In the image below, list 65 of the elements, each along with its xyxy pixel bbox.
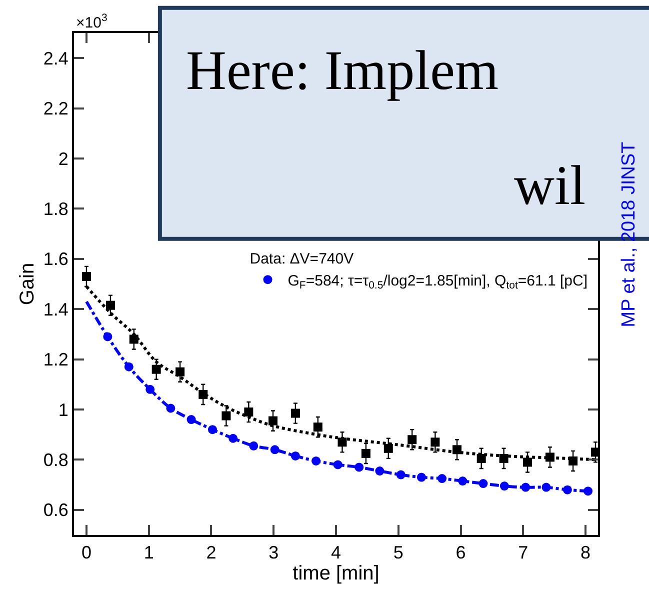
point	[208, 425, 217, 434]
x-tick-label: 4	[330, 542, 342, 563]
y-tick-label: 2.2	[43, 98, 68, 119]
x-tick-label: 3	[268, 542, 279, 563]
point	[478, 479, 488, 488]
point	[312, 456, 321, 466]
y-tick-label: 1.6	[43, 249, 68, 270]
y-tick-label: 1.8	[43, 199, 68, 219]
point	[152, 364, 161, 374]
text: MP et al., 2018 JINST	[618, 141, 640, 328]
text: ×10$^{3}$	[76, 12, 108, 32]
point	[106, 300, 115, 310]
y-tick-label: 1	[58, 400, 68, 420]
y-tick-label: 0.6	[43, 500, 68, 520]
point	[375, 466, 384, 476]
y-tick-label: 0.8	[43, 450, 68, 470]
point	[354, 462, 364, 472]
point	[166, 404, 176, 413]
point	[521, 482, 530, 492]
point	[244, 408, 254, 417]
annotation: wil	[514, 155, 586, 217]
point	[333, 460, 342, 470]
point	[584, 486, 593, 496]
x-tick-label: 6	[456, 542, 466, 563]
y-tick-label: 1.4	[43, 299, 68, 320]
point	[270, 445, 280, 454]
point	[523, 458, 532, 467]
point	[268, 416, 278, 426]
x-tick-label: 2	[206, 542, 216, 563]
point	[416, 472, 426, 482]
y-tick-label: 2	[58, 148, 68, 169]
legend-label: G$_{F}$=584; τ=τ$_{0.5}$/log2=1.85[min], Q$_{tot}$=61.1 [pC]	[288, 272, 588, 292]
x-tick-label: 7	[518, 542, 528, 563]
point	[222, 411, 231, 420]
x-tick-label: 8	[580, 542, 591, 563]
point	[396, 470, 406, 480]
legend-title: Data: ΔV=740V	[250, 250, 354, 268]
point	[500, 482, 509, 491]
point	[384, 444, 393, 453]
point	[249, 441, 258, 450]
point	[186, 415, 196, 424]
point	[562, 485, 572, 494]
y-tick-label: 2.4	[43, 48, 68, 68]
x-tick-label: 0	[81, 542, 92, 563]
point	[408, 435, 417, 444]
point	[146, 384, 155, 394]
point	[290, 408, 300, 418]
x-tick-label: 1	[144, 542, 154, 563]
point	[103, 332, 112, 342]
point	[361, 448, 370, 458]
point	[228, 434, 238, 443]
point	[542, 482, 551, 492]
point	[290, 451, 300, 460]
y-axis-title: Gain	[16, 262, 38, 306]
x-axis-title: time [min]	[292, 562, 380, 585]
point	[313, 422, 322, 432]
point	[124, 362, 134, 372]
y-tick-label: 1.2	[43, 350, 68, 370]
point	[430, 438, 440, 447]
annotation: Here: Implem	[186, 40, 499, 102]
point	[338, 438, 347, 447]
point	[438, 474, 447, 484]
point	[458, 476, 468, 486]
x-tick-label: 5	[393, 542, 404, 563]
point	[82, 272, 91, 281]
